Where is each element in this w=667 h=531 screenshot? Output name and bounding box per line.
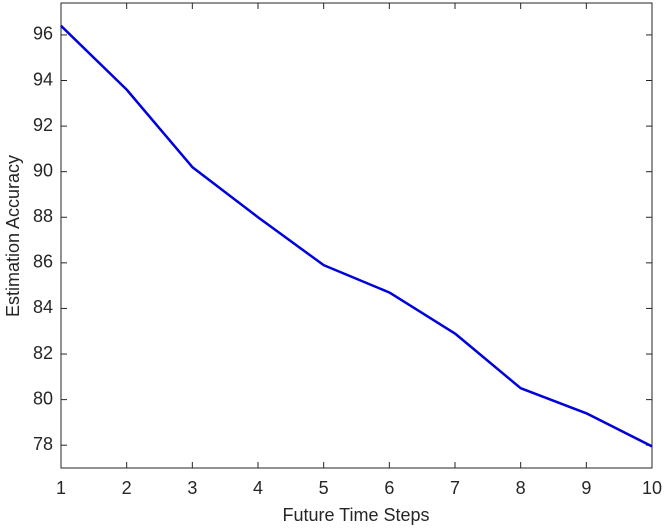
x-tick-label: 1 (56, 478, 66, 498)
x-axis-label: Future Time Steps (282, 505, 429, 525)
y-tick-label: 96 (33, 24, 53, 44)
x-tick-label: 8 (516, 478, 526, 498)
y-tick-label: 82 (33, 343, 53, 363)
x-tick-label: 6 (384, 478, 394, 498)
plot-frame (60, 2, 653, 469)
y-tick-label: 86 (33, 252, 53, 272)
y-tick-label: 92 (33, 115, 53, 135)
y-tick-label: 80 (33, 388, 53, 408)
x-tick-label: 7 (450, 478, 460, 498)
y-tick-label: 78 (33, 434, 53, 454)
x-tick-label: 5 (319, 478, 329, 498)
y-axis-label: Estimation Accuracy (3, 155, 23, 317)
y-tick-label: 90 (33, 160, 53, 180)
y-tick-label: 94 (33, 69, 53, 89)
x-tick-label: 2 (122, 478, 132, 498)
x-tick-label: 10 (642, 478, 662, 498)
x-tick-label: 4 (253, 478, 263, 498)
y-tick-label: 88 (33, 206, 53, 226)
x-tick-label: 9 (581, 478, 591, 498)
data-line (60, 24, 653, 448)
x-tick-label: 3 (187, 478, 197, 498)
y-tick-label: 84 (33, 297, 53, 317)
